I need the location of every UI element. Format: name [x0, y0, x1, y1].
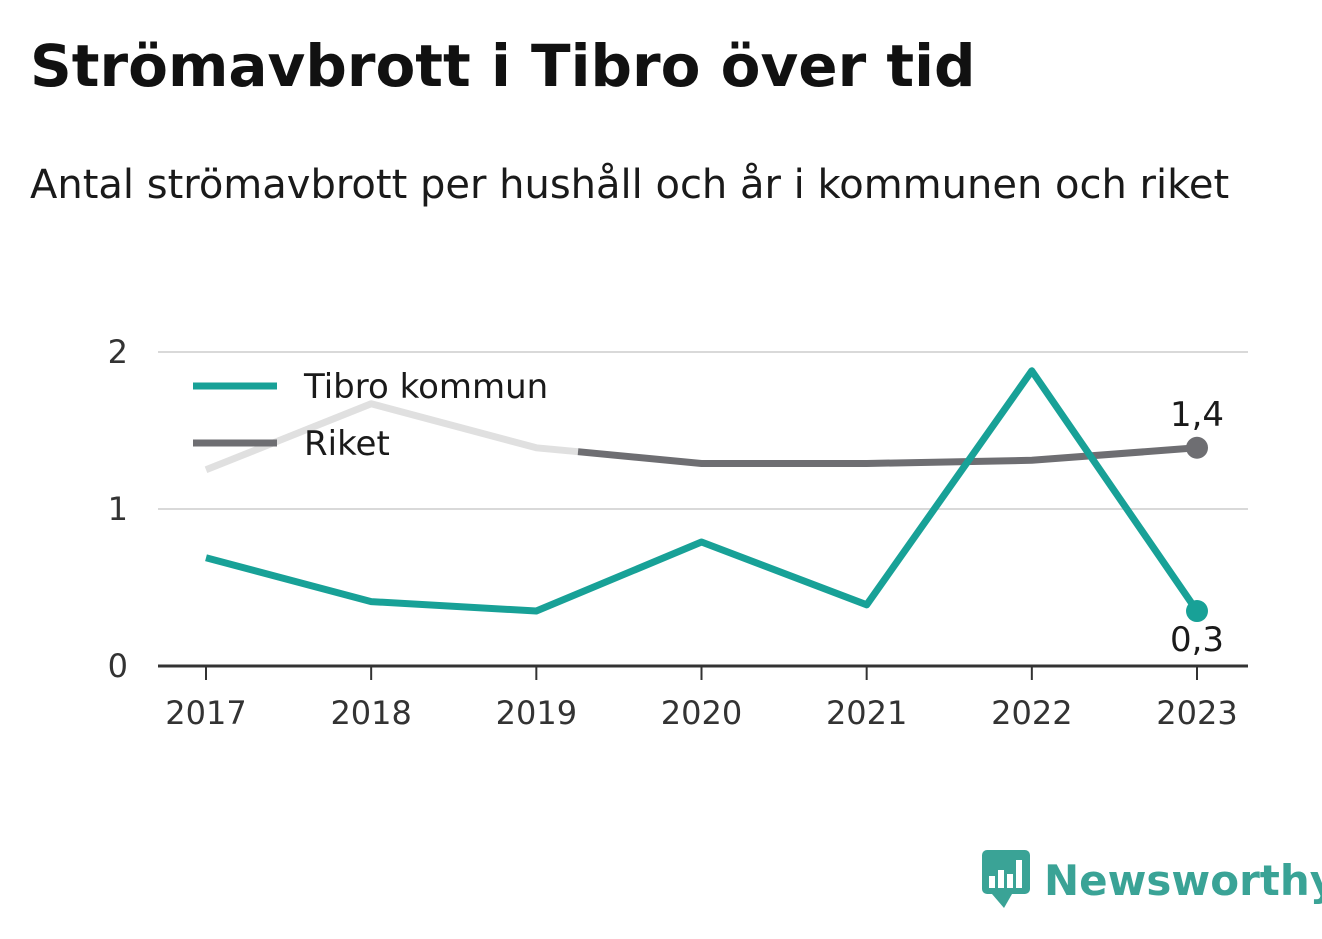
- x-tick-label: 2018: [330, 694, 411, 732]
- chart-subtitle: Antal strömavbrott per hushåll och år i …: [30, 162, 1230, 208]
- x-tick-label: 2022: [991, 694, 1072, 732]
- x-tick-label: 2023: [1156, 694, 1237, 732]
- x-tick-label: 2021: [826, 694, 907, 732]
- x-tick-label: 2020: [661, 694, 742, 732]
- series-line-riket-faded: [204, 400, 579, 474]
- newsworthy-logo-icon: [982, 850, 1030, 908]
- legend-label: Riket: [304, 424, 390, 464]
- legend-label: Tibro kommun: [303, 367, 548, 407]
- y-tick-label: 2: [108, 333, 128, 371]
- x-tick-label: 2019: [496, 694, 577, 732]
- brand-name: Newsworthy: [1044, 855, 1322, 905]
- newsworthy-brand: Newsworthy: [982, 850, 1322, 910]
- series-line-riket: [577, 444, 1198, 467]
- series-line-tibro: [205, 367, 1200, 615]
- y-tick-label: 1: [108, 490, 128, 528]
- end-point-riket: [1186, 436, 1208, 459]
- data-label-tibro: 0,3: [1170, 620, 1224, 660]
- data-label-riket: 1,4: [1170, 395, 1224, 435]
- y-tick-label: 0: [108, 647, 128, 685]
- chart-title: Strömavbrott i Tibro över tid: [30, 32, 976, 100]
- x-tick-label: 2017: [165, 694, 246, 732]
- end-point-tibro: [1186, 600, 1208, 623]
